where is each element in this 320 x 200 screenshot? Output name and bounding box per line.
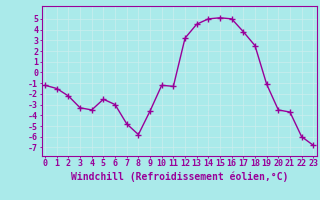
X-axis label: Windchill (Refroidissement éolien,°C): Windchill (Refroidissement éolien,°C) bbox=[70, 171, 288, 182]
